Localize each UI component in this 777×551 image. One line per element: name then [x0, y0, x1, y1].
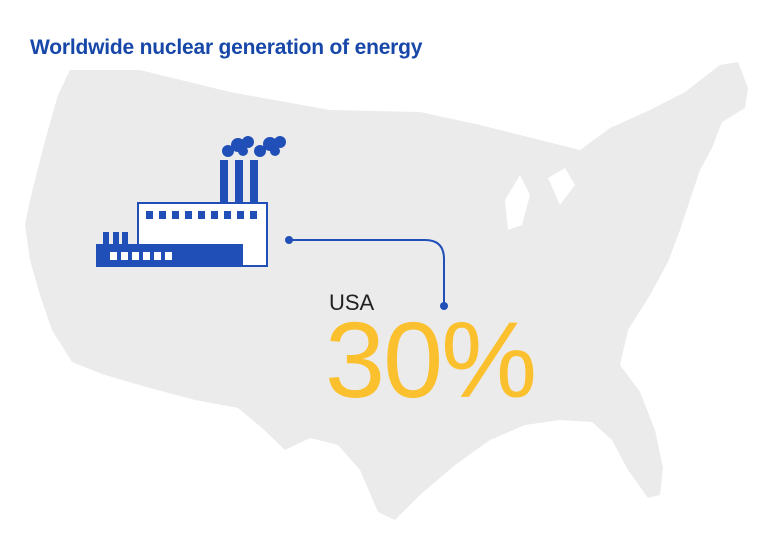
connector-line [285, 236, 448, 310]
factory-icon [96, 136, 286, 267]
country-label: USA [329, 290, 375, 315]
page-title: Worldwide nuclear generation of energy [30, 36, 423, 59]
percentage-value: 30% [325, 299, 537, 420]
